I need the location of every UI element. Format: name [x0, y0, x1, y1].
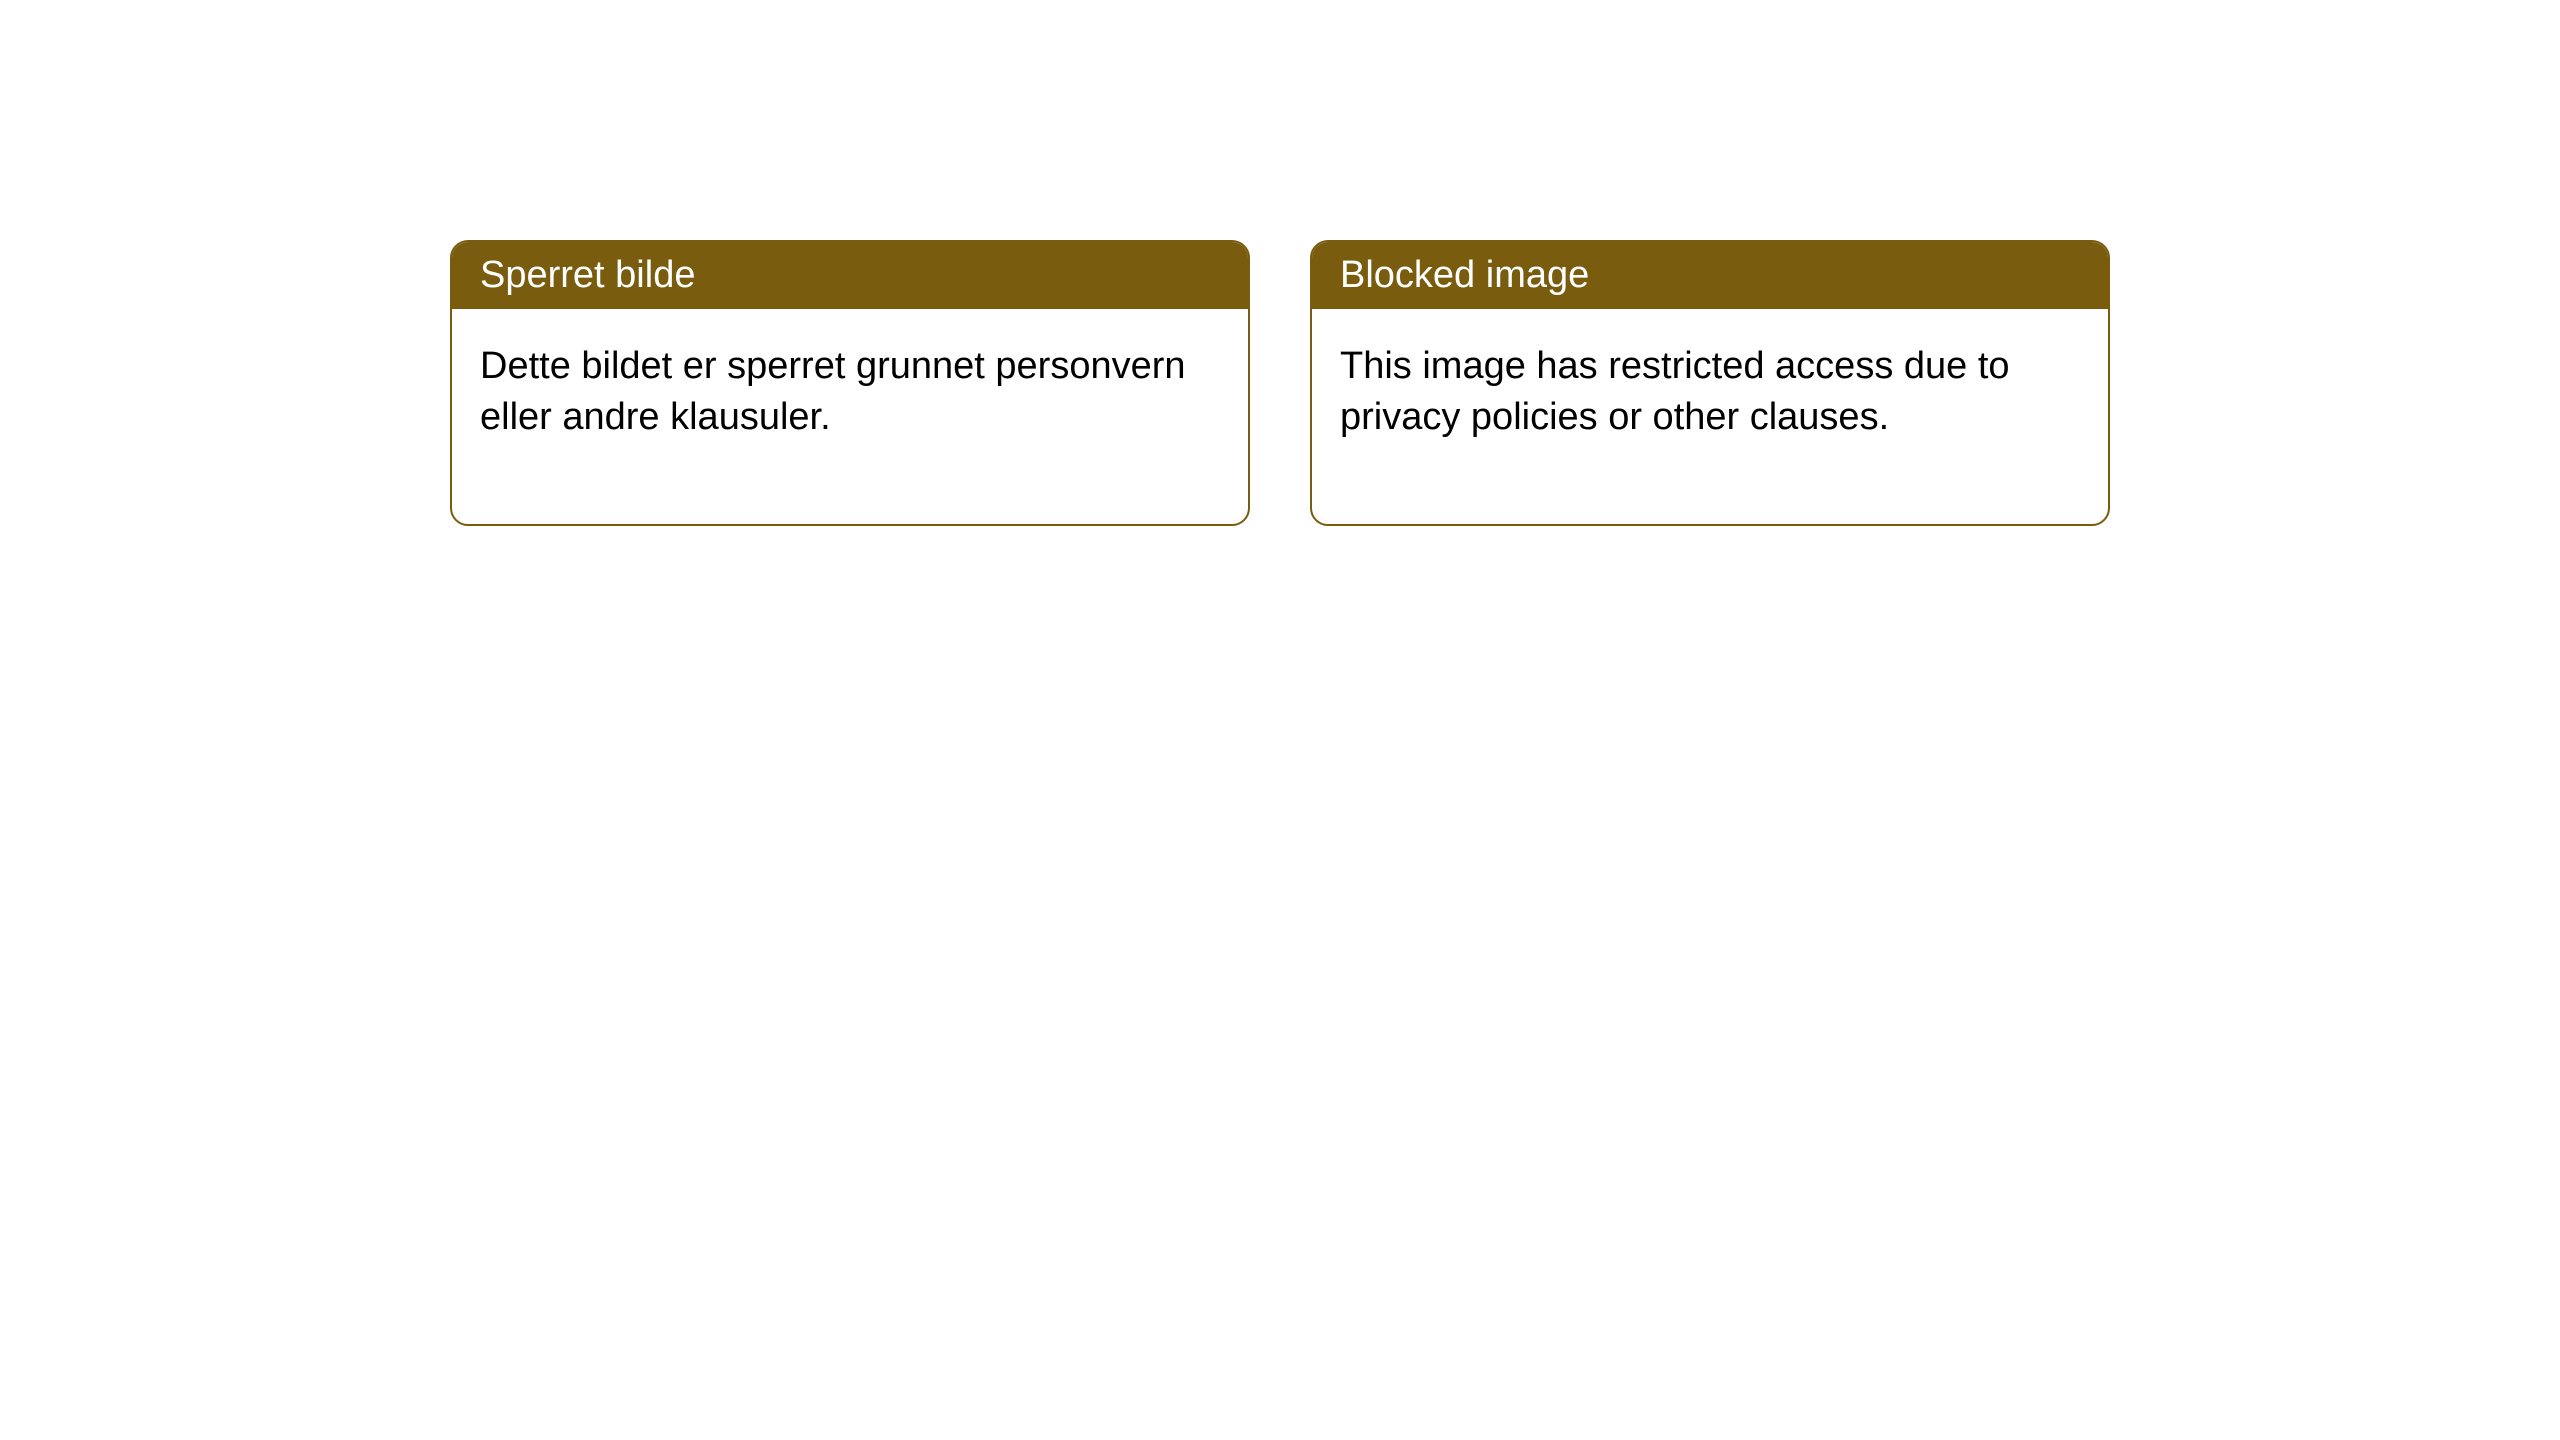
notice-body: This image has restricted access due to … — [1312, 309, 2108, 524]
notice-card-english: Blocked image This image has restricted … — [1310, 240, 2110, 526]
notice-header: Blocked image — [1312, 242, 2108, 309]
notice-header: Sperret bilde — [452, 242, 1248, 309]
notice-cards-container: Sperret bilde Dette bildet er sperret gr… — [450, 240, 2110, 526]
notice-body: Dette bildet er sperret grunnet personve… — [452, 309, 1248, 524]
notice-card-norwegian: Sperret bilde Dette bildet er sperret gr… — [450, 240, 1250, 526]
